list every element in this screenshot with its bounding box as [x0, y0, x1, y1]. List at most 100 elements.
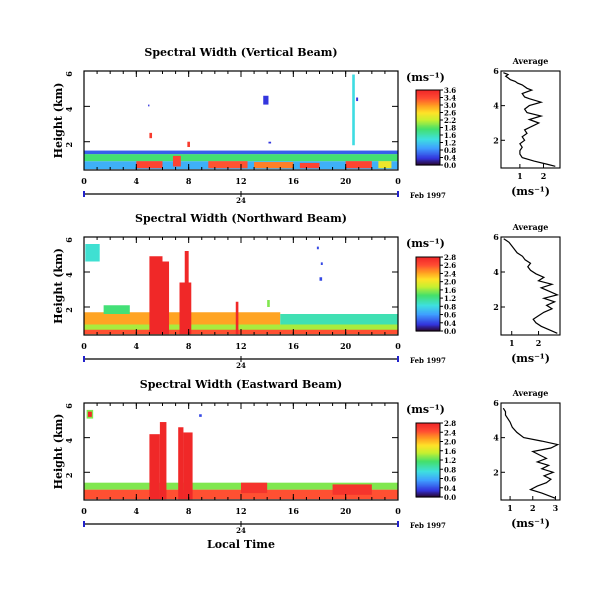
- colorbar-segment: [416, 317, 440, 320]
- colorbar-tick-label: 0.8: [444, 302, 456, 311]
- colorbar-segment: [416, 447, 440, 450]
- average-y-tick-label: 6: [493, 66, 499, 76]
- x-tick-label: 12: [235, 176, 246, 186]
- colorbar-tick-label: 2.6: [444, 109, 456, 118]
- colorbar-tick-label: 3.6: [444, 86, 456, 95]
- colorbar-segment: [416, 270, 440, 273]
- colorbar-tick-label: 1.2: [444, 139, 456, 148]
- colorbar-segment: [416, 306, 440, 309]
- colorbar-segment: [416, 436, 440, 439]
- average-x-label: (ms⁻¹): [511, 352, 550, 365]
- average-x-label: (ms⁻¹): [511, 517, 550, 530]
- colorbar-segment: [416, 479, 440, 482]
- colorbar-segment: [416, 133, 440, 136]
- colorbar-segment: [416, 451, 440, 454]
- colorbar-segment: [416, 312, 440, 315]
- heatmap-cell: [103, 305, 130, 314]
- colorbar-segment: [416, 424, 440, 427]
- colorbar-segment: [416, 280, 440, 283]
- colorbar-segment: [416, 120, 440, 122]
- heatmap-cell: [136, 161, 163, 169]
- colorbar-segment: [416, 466, 440, 468]
- heatmap-cell: [345, 161, 372, 169]
- colorbar-segment: [416, 257, 440, 259]
- colorbar-segment: [416, 441, 440, 444]
- colorbar-segment: [416, 492, 440, 494]
- colorbar-tick-label: 2.6: [444, 261, 456, 270]
- colorbar-segment: [416, 468, 440, 471]
- average-profile-line: [503, 72, 556, 167]
- colorbar-segment: [416, 490, 440, 493]
- colorbar-segment: [416, 138, 440, 141]
- colorbar-segment: [416, 259, 440, 262]
- x-tick-label: 16: [288, 176, 300, 186]
- colorbar-segment: [416, 292, 440, 295]
- colorbar-segment: [416, 430, 440, 433]
- colorbar-segment: [416, 426, 440, 429]
- average-y-tick-label: 6: [493, 232, 499, 242]
- colorbar-segment: [416, 93, 440, 96]
- panel-title: Spectral Width (Northward Beam): [135, 212, 347, 225]
- y-tick-label: 4: [64, 106, 74, 112]
- x-tick-label: 0: [395, 506, 401, 516]
- colorbar-segment: [416, 157, 440, 160]
- colorbar-segment: [416, 263, 440, 265]
- colorbar-tick-label: 0.8: [444, 146, 456, 155]
- average-title: Average: [512, 388, 549, 398]
- heatmap-cell: [149, 132, 153, 139]
- average-title: Average: [512, 222, 549, 232]
- colorbar-segment: [416, 287, 440, 290]
- colorbar-tick-label: 0.4: [444, 484, 456, 493]
- average-y-tick-label: 2: [493, 467, 499, 477]
- heatmap-cell: [148, 104, 150, 107]
- colorbar-segment: [416, 295, 440, 298]
- colorbar-segment: [416, 148, 440, 151]
- y-tick-label: 2: [64, 142, 74, 148]
- heatmap-cell: [85, 244, 100, 262]
- x-tick-label: 20: [340, 341, 352, 351]
- heatmap-cell: [263, 95, 269, 105]
- colorbar-tick-label: 0.6: [444, 311, 456, 320]
- average-x-tick-label: 1: [509, 338, 515, 348]
- colorbar-segment: [416, 112, 440, 115]
- colorbar-segment: [416, 471, 440, 473]
- heatmap-cell: [235, 301, 239, 335]
- colorbar-segment: [416, 260, 440, 263]
- colorbar-segment: [416, 269, 440, 272]
- colorbar-segment: [416, 469, 440, 472]
- average-frame: [500, 236, 561, 336]
- colorbar-segment: [416, 488, 440, 491]
- heatmap-cell: [187, 141, 190, 148]
- colorbar-segment: [416, 113, 440, 116]
- colorbar-segment: [416, 484, 440, 487]
- colorbar-segment: [416, 445, 440, 448]
- colorbar-segment: [416, 432, 440, 435]
- colorbar-tick-label: 0.8: [444, 465, 456, 474]
- colorbar-segment: [416, 132, 440, 135]
- colorbar-segment: [416, 483, 440, 486]
- colorbar-segment: [416, 300, 440, 302]
- colorbar-segment: [416, 296, 440, 299]
- x-tick-label: 4: [134, 176, 140, 186]
- colorbar-tick-label: 0.0: [444, 493, 456, 502]
- colorbar-segment: [416, 131, 440, 134]
- colorbar-segment: [416, 153, 440, 156]
- colorbar-segment: [416, 298, 440, 301]
- heatmap-cell: [319, 277, 323, 281]
- colorbar-unit: (ms⁻¹): [406, 403, 445, 416]
- x-tick-label: 8: [186, 341, 192, 351]
- heatmap-cell: [267, 300, 270, 307]
- colorbar-segment: [416, 311, 440, 314]
- colorbar-segment: [416, 464, 440, 467]
- average-y-tick-label: 4: [493, 267, 499, 277]
- colorbar-segment: [416, 463, 440, 466]
- colorbar-segment: [416, 115, 440, 117]
- colorbar-segment: [416, 111, 440, 114]
- colorbar-segment: [416, 308, 440, 311]
- y-tick-label: 2: [64, 307, 74, 313]
- colorbar-frame: [415, 256, 441, 332]
- colorbar-segment: [416, 429, 440, 431]
- average-y-tick-label: 4: [493, 101, 499, 111]
- colorbar-segment: [416, 302, 440, 305]
- colorbar-segment: [416, 437, 440, 440]
